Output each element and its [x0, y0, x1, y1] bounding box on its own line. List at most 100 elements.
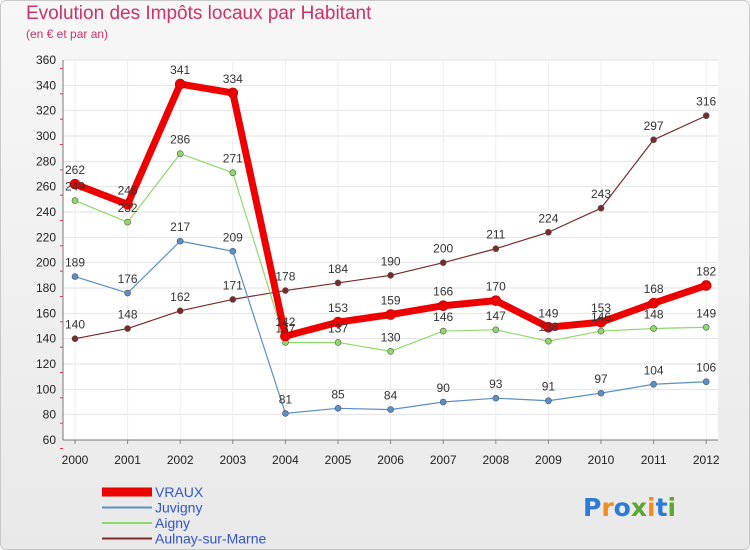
series-aigny [71, 150, 710, 355]
logo-letter: x [631, 493, 647, 522]
legend-item: Aulnay-sur-Marne [102, 531, 266, 547]
data-label: 166 [433, 285, 453, 299]
logo-letter: i [647, 493, 656, 522]
data-point [702, 112, 710, 120]
y-tick-label: 160 [36, 306, 56, 320]
data-label: 81 [279, 392, 293, 406]
y-tick-label: 300 [36, 129, 56, 143]
data-labels-aigny: 249 232 286 271 137 137 130 146 147 138 146 148 149 [65, 133, 717, 345]
data-label: 137 [328, 321, 348, 335]
data-label: 85 [331, 387, 345, 401]
logo-letter: P [583, 493, 601, 522]
data-labels-aulnay-sur-marne: 140 148 162 171 178 184 190 200 211 224 243 297 316 [65, 95, 717, 332]
data-label: 243 [591, 187, 611, 201]
data-point [492, 326, 500, 334]
data-point [229, 296, 237, 303]
data-labels-vraux: 262 246 341 334 142 153 159 166 170 149 153 168 182 [65, 63, 717, 329]
y-tick-label: 260 [36, 180, 56, 194]
data-label: 159 [381, 294, 401, 308]
x-tick-label: 2000 [62, 453, 89, 467]
data-label: 224 [538, 211, 558, 225]
data-label: 168 [644, 282, 664, 296]
data-point [437, 300, 449, 312]
data-point [439, 398, 447, 406]
data-point [124, 325, 131, 332]
data-point [71, 273, 79, 280]
data-point [439, 327, 447, 335]
data-label: 286 [170, 133, 190, 147]
data-point [280, 330, 291, 342]
data-point [648, 297, 659, 309]
logo-text: Proxiti [583, 493, 676, 522]
data-label: 334 [223, 72, 243, 86]
x-tick-label: 2005 [325, 453, 352, 467]
data-label: 148 [118, 308, 138, 322]
data-point [176, 237, 184, 245]
y-tick-label: 100 [36, 382, 56, 396]
data-point [545, 397, 552, 405]
data-point [124, 289, 131, 297]
data-label: 232 [118, 201, 138, 215]
y-tick-label: 200 [36, 256, 56, 270]
legend-label: VRAUX [155, 484, 204, 500]
data-point [71, 335, 79, 342]
x-tick-label: 2007 [430, 453, 457, 467]
series-aulnay-sur-marne [71, 112, 710, 342]
y-tick-label: 60 [43, 433, 57, 447]
data-label: 200 [433, 242, 453, 256]
data-label: 142 [275, 315, 295, 329]
legend-label: Juvigny [155, 500, 202, 516]
data-label: 106 [696, 361, 716, 375]
data-point [71, 197, 79, 204]
data-point [282, 410, 289, 417]
y-tick-label: 280 [36, 154, 56, 168]
y-tick-label: 360 [36, 53, 56, 67]
y-tick-label: 340 [36, 78, 56, 92]
data-label: 146 [433, 310, 453, 324]
data-point [334, 279, 342, 287]
data-point [702, 378, 710, 386]
data-label: 91 [542, 380, 556, 394]
x-tick-label: 2004 [272, 453, 299, 467]
series-vraux [69, 78, 712, 342]
x-tick-label: 2002 [167, 453, 194, 467]
data-label: 148 [644, 308, 664, 322]
y-tick-label: 120 [36, 357, 56, 371]
data-point [700, 280, 712, 291]
logo-letter: o [614, 493, 631, 522]
data-point [229, 169, 237, 177]
data-point [595, 316, 607, 328]
y-tick-label: 180 [36, 281, 56, 295]
y-tick-label: 140 [36, 332, 56, 346]
series-juvigny [71, 237, 710, 417]
logo-letter: i [668, 493, 677, 522]
data-point [282, 287, 289, 294]
y-tick-label: 80 [43, 408, 57, 422]
data-point [650, 136, 657, 144]
data-point [439, 259, 447, 266]
data-label: 137 [275, 321, 295, 335]
y-tick-label: 240 [36, 205, 56, 219]
data-label: 217 [170, 220, 190, 234]
data-point [334, 339, 342, 346]
data-label: 178 [275, 270, 295, 284]
y-tick-label: 320 [36, 104, 56, 118]
data-point [387, 272, 394, 279]
x-tick-label: 2006 [377, 453, 404, 467]
data-label: 211 [486, 228, 505, 242]
data-label: 147 [486, 309, 506, 323]
x-tick-label: 2011 [641, 453, 667, 467]
legend-item: Juvigny [102, 500, 202, 516]
data-label: 262 [65, 163, 85, 177]
data-label: 184 [328, 262, 348, 276]
data-point [332, 316, 344, 328]
data-point [545, 337, 552, 345]
x-tick-label: 2010 [588, 453, 615, 467]
x-tick-label: 2001 [114, 453, 141, 467]
logo-letter: t [656, 493, 668, 522]
data-point [176, 307, 184, 315]
data-label: 93 [489, 377, 503, 391]
data-point [597, 389, 605, 397]
data-point [545, 228, 552, 236]
